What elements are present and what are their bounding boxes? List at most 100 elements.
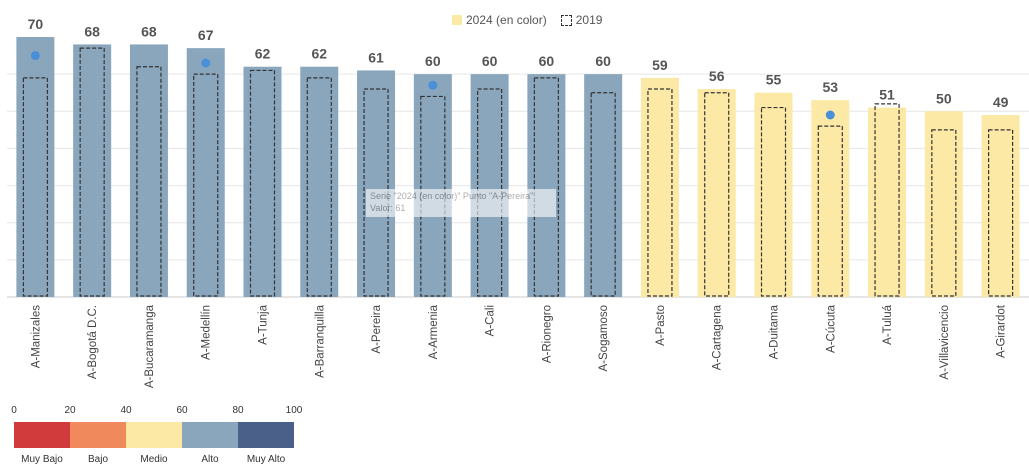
scale-label: Alto xyxy=(201,454,219,465)
bar-2024[interactable] xyxy=(129,44,168,297)
bar-2024[interactable] xyxy=(300,66,339,297)
scale-tick: 20 xyxy=(64,405,76,416)
bar-2024[interactable] xyxy=(413,74,452,298)
data-label: 53 xyxy=(822,79,838,95)
x-tick-label: A-Bogotá D.C. xyxy=(87,305,99,379)
data-label: 51 xyxy=(879,87,895,103)
scale-labels: Muy Bajo Bajo Medio Alto Muy Alto xyxy=(14,454,294,468)
data-label: 55 xyxy=(766,72,782,88)
bar-2024[interactable] xyxy=(243,66,282,297)
bar-2024[interactable] xyxy=(981,115,1020,297)
data-label: 62 xyxy=(311,46,327,62)
scale-label: Bajo xyxy=(87,454,109,465)
legend-item-2019[interactable]: 2019 xyxy=(560,13,603,27)
marker-point xyxy=(201,58,211,68)
bar-2019-outline xyxy=(647,88,673,297)
data-label: 56 xyxy=(709,68,725,84)
bar-2024[interactable] xyxy=(697,89,736,297)
x-tick-label: A-Cali xyxy=(485,305,497,336)
scale-tick: 40 xyxy=(120,405,132,416)
scale-segment xyxy=(126,422,182,448)
x-tick-label: A-Cartagena xyxy=(712,304,724,370)
marker-point xyxy=(30,51,40,61)
bar-2024[interactable] xyxy=(640,77,679,297)
data-label: 60 xyxy=(425,53,441,69)
scale-tick: 80 xyxy=(232,405,244,416)
x-tick-label: A-Rionegro xyxy=(541,305,553,363)
data-label: 61 xyxy=(368,49,384,65)
x-tick-label: A-Manizales xyxy=(30,305,42,369)
bar-2024[interactable] xyxy=(584,74,623,298)
bar-2019-outline xyxy=(533,77,559,297)
data-label: 60 xyxy=(482,53,498,69)
data-label: 50 xyxy=(936,90,952,106)
bar-2019-outline xyxy=(704,92,730,297)
bar-2024[interactable] xyxy=(16,37,55,297)
bar-2019-outline xyxy=(193,73,219,297)
x-tick-label: A-Pereira xyxy=(371,304,383,353)
legend-swatch-2024 xyxy=(452,15,462,25)
bar-2024[interactable] xyxy=(754,92,793,297)
bar-2019-outline xyxy=(760,106,787,297)
scale-ticks: 0 20 40 60 80 100 xyxy=(11,405,302,419)
scale-tick: 100 xyxy=(285,405,303,416)
legend-swatch-2019 xyxy=(560,14,572,26)
legend-item-2024[interactable]: 2024 (en color) xyxy=(452,13,547,27)
bar-2019-outline xyxy=(931,129,957,297)
bar-2019-outline xyxy=(817,125,843,297)
x-tick-label: A-Barranquilla xyxy=(314,304,326,377)
x-tick-label: A-Cúcuta xyxy=(825,304,837,353)
x-tick-label: A-Sogamoso xyxy=(598,305,610,371)
x-tick-label: A-Girardot xyxy=(996,304,1008,358)
scale-label: Medio xyxy=(140,454,168,465)
scale-segment xyxy=(14,422,70,448)
bar-2024[interactable] xyxy=(470,74,509,298)
bar-2024[interactable] xyxy=(186,48,225,298)
scale-segment xyxy=(182,422,238,448)
data-label: 59 xyxy=(652,57,668,73)
bar-2019-outline xyxy=(590,92,616,297)
bar-2024[interactable] xyxy=(527,74,566,298)
x-tick-label: A-Medellín xyxy=(201,305,213,360)
bar-chart: 70 A-Manizales 68 A-Bogotá D.C. 68 A-Bucarama… xyxy=(7,16,1029,388)
scale-label: Muy Bajo xyxy=(21,454,63,465)
x-tick-label: A-Pasto xyxy=(655,305,667,346)
bar-2019-outline xyxy=(79,47,105,297)
bar-2019-outline xyxy=(988,129,1014,297)
tooltip-line-1: Serie "2024 (en color)" Punto "A-Pereira… xyxy=(370,191,534,201)
x-tick-label: A-Bucaramanga xyxy=(144,304,156,388)
data-label: 68 xyxy=(84,23,100,39)
data-label: 49 xyxy=(993,94,1009,110)
bar-2019-outline xyxy=(249,69,276,297)
tooltip-line-2: Valor: 61 xyxy=(370,203,406,213)
legend-label-2019: 2019 xyxy=(575,13,603,27)
bar-2024[interactable] xyxy=(924,111,963,298)
bar-2019-outline xyxy=(136,66,162,297)
legend-label-2024: 2024 (en color) xyxy=(466,13,547,27)
scale-tick: 0 xyxy=(11,405,17,416)
scale-label: Muy Alto xyxy=(246,454,286,465)
x-tick-label: A-Armenia xyxy=(428,304,440,359)
data-label: 60 xyxy=(539,53,555,69)
marker-point xyxy=(428,80,438,90)
hover-tooltip: Serie "2024 (en color)" Punto "A-Pereira… xyxy=(366,189,556,217)
x-tick-label: A-Duitama xyxy=(769,304,781,359)
x-tick-label: A-Tuluá xyxy=(882,304,894,344)
scale-bar xyxy=(14,422,294,448)
bar-2024[interactable] xyxy=(357,70,396,297)
bar-2024[interactable] xyxy=(73,44,112,297)
data-label: 68 xyxy=(141,23,157,39)
bar-2024[interactable] xyxy=(811,100,850,298)
scale-segment xyxy=(238,422,294,448)
data-label: 67 xyxy=(198,27,214,43)
bar-2019-outline xyxy=(22,77,48,297)
marker-point xyxy=(825,110,835,120)
data-label: 62 xyxy=(255,46,271,62)
scale-segment xyxy=(70,422,126,448)
color-scale-legend: 0 20 40 60 80 100 Muy Bajo Bajo Medio Alto Muy Al… xyxy=(11,405,302,468)
bar-2019-outline xyxy=(306,77,332,297)
chart-legend: 2024 (en color) 2019 xyxy=(452,13,602,27)
bar-2024[interactable] xyxy=(868,107,907,297)
data-label: 60 xyxy=(595,53,611,69)
x-tick-label: A-Villavicencio xyxy=(939,305,951,380)
